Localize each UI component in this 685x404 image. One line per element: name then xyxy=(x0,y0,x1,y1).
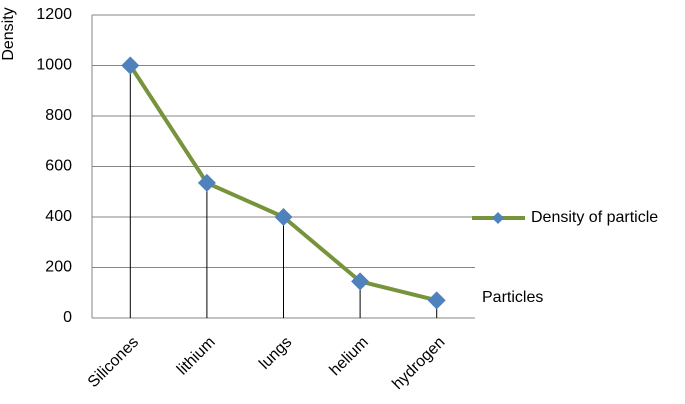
marker xyxy=(427,291,446,310)
y-tick-label: 1000 xyxy=(36,57,72,74)
marker xyxy=(197,173,216,192)
legend-marker xyxy=(492,212,504,224)
x-tick-label: Silicones xyxy=(85,334,142,391)
y-tick-label: 1200 xyxy=(36,6,72,23)
x-axis-label: Particles xyxy=(482,289,543,306)
y-tick-label: 400 xyxy=(45,208,72,225)
marker xyxy=(274,208,293,226)
marker xyxy=(351,272,370,291)
y-axis-label: Density xyxy=(0,7,17,60)
x-tick-label: lungs xyxy=(256,334,295,373)
marker xyxy=(121,56,140,75)
legend-label: Density of particle xyxy=(531,209,658,226)
y-tick-label: 200 xyxy=(45,259,72,276)
x-tick-label: helium xyxy=(327,334,372,379)
x-tick-label: lithium xyxy=(174,334,219,379)
x-tick-label: hydrogen xyxy=(389,334,448,393)
y-tick-label: 800 xyxy=(45,107,72,124)
y-tick-label: 0 xyxy=(63,309,72,326)
y-tick-label: 600 xyxy=(45,158,72,175)
